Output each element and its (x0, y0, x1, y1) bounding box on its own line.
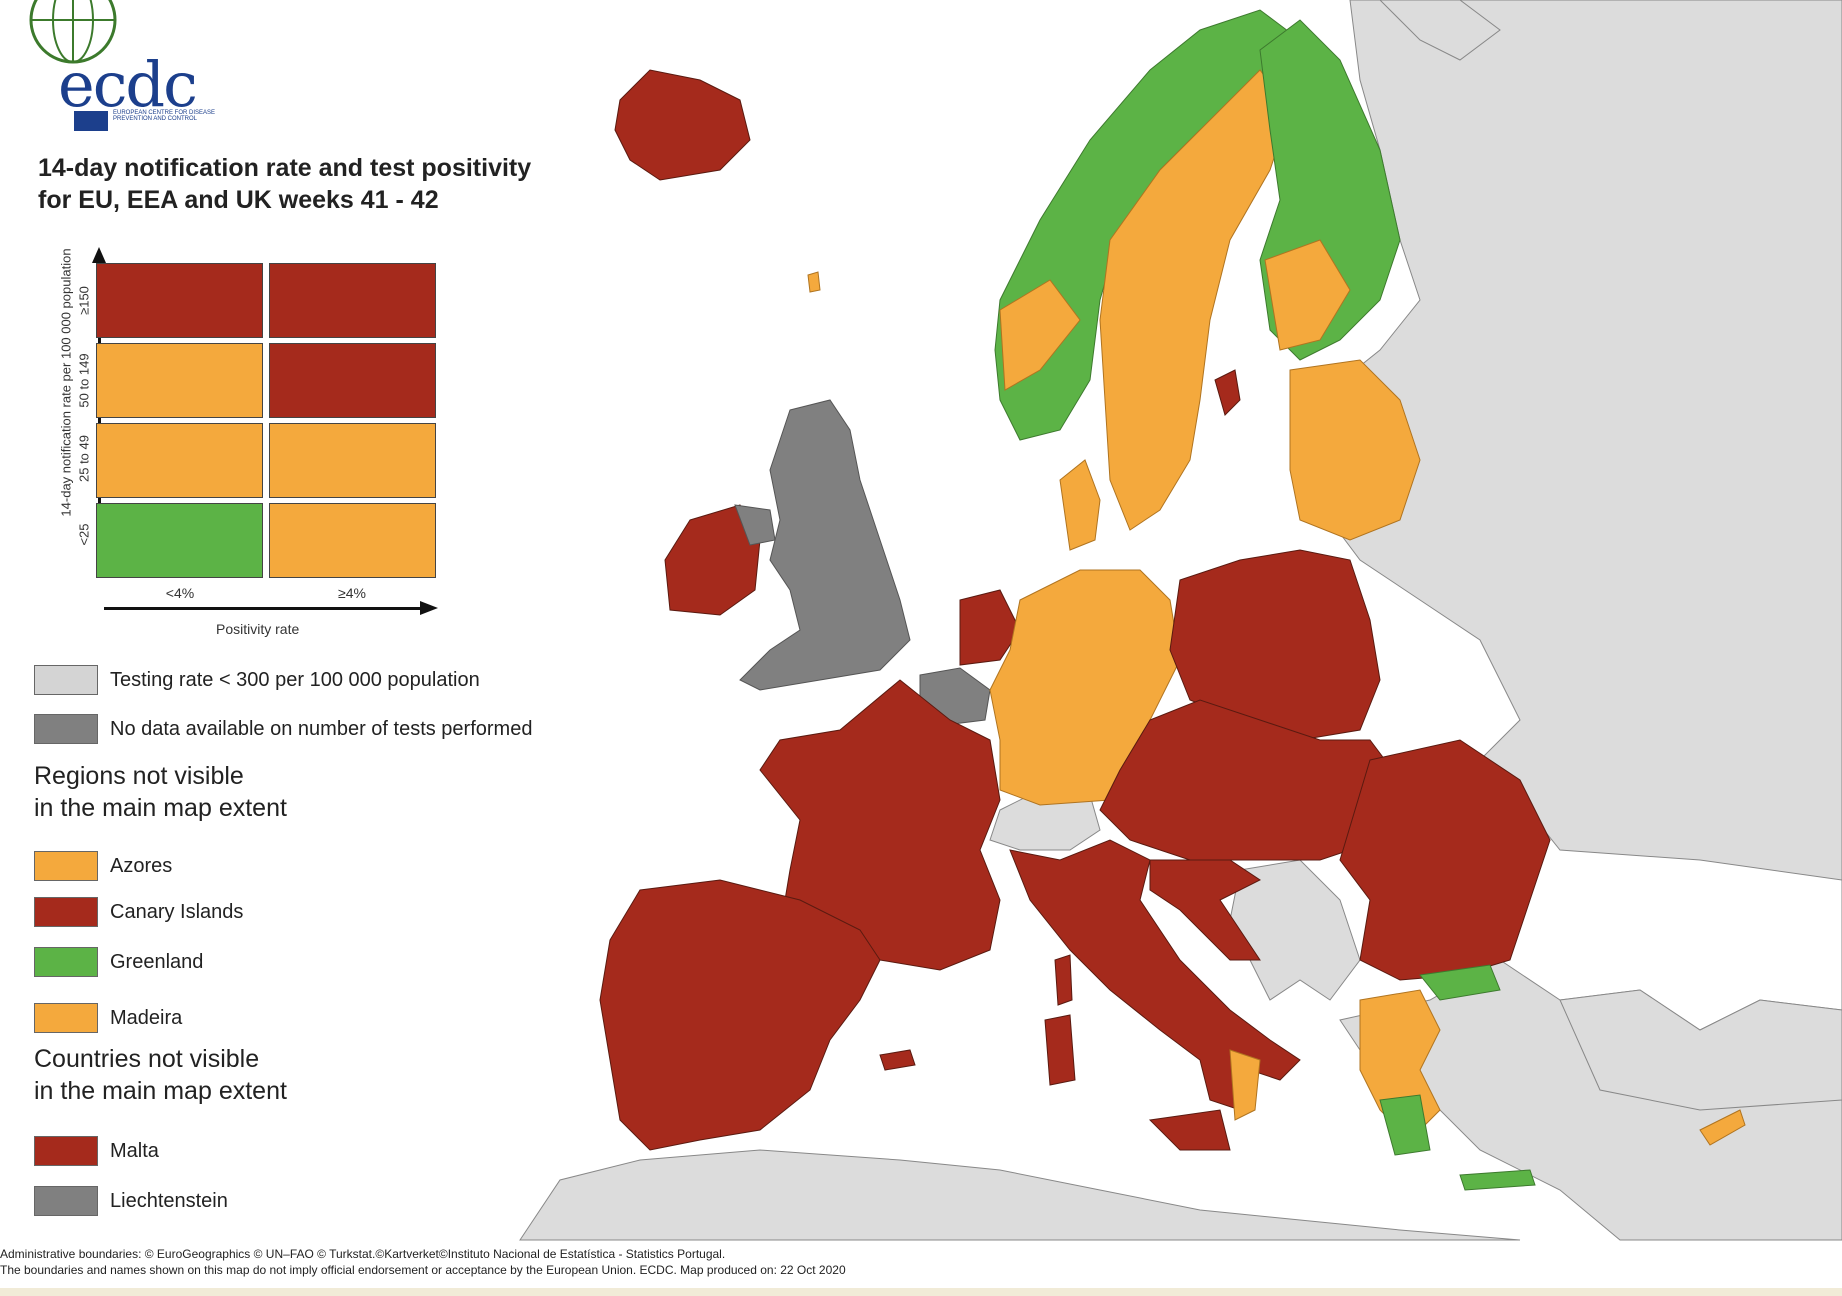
legend-swatch (34, 1003, 98, 1033)
legend-swatch (34, 714, 98, 744)
crete (1459, 1169, 1536, 1191)
matrix-cell (96, 423, 263, 498)
legend-label: Testing rate < 300 per 100 000 populatio… (110, 669, 480, 691)
col-label: <4% (165, 585, 195, 601)
ecdc-logo: ecdc European Centre for Disease Prevent… (18, 0, 215, 140)
non-eu-land-south (519, 1149, 1521, 1241)
legend-swatch (34, 851, 98, 881)
sicily (1148, 1109, 1231, 1151)
faroe-islands (807, 271, 821, 293)
regions-heading: Regions not visible in the main map exte… (34, 762, 287, 822)
map-title: 14-day notification rate and test positi… (38, 154, 532, 214)
legend-swatch (34, 947, 98, 977)
legend-matrix: 14-day notification rate per 100 000 pop… (36, 245, 456, 645)
attribution-line: Administrative boundaries: © EuroGeograp… (0, 1247, 726, 1261)
legend-swatch (34, 1136, 98, 1166)
cyprus (1699, 1109, 1746, 1146)
matrix-y-title: 14-day notification rate per 100 000 pop… (58, 248, 74, 517)
baltics (1289, 359, 1421, 541)
y-axis-arrow-icon (92, 247, 106, 263)
northern-ireland (734, 504, 776, 546)
greece-south-green (1379, 1094, 1431, 1156)
balearic-islands (879, 1049, 916, 1071)
logo-subtitle: European Centre for Disease Prevention a… (113, 110, 216, 122)
matrix-cell (269, 343, 436, 418)
bulgaria-south-green (1419, 964, 1501, 1001)
corsica (1054, 954, 1073, 1006)
italy (1009, 839, 1301, 1111)
united-kingdom (739, 399, 911, 691)
matrix-cell (96, 503, 263, 578)
legend-label: Canary Islands (110, 901, 244, 923)
matrix-cell (269, 263, 436, 338)
row-label: <25 (76, 523, 92, 546)
disclaimer-line: The boundaries and names shown on this m… (0, 1263, 846, 1277)
legend-label: Madeira (110, 1007, 183, 1029)
x-axis-arrow-icon (420, 601, 438, 615)
denmark (1059, 459, 1101, 551)
eu-flag-icon (74, 111, 108, 131)
attribution-footer: Administrative boundaries: © EuroGeograp… (0, 1246, 1842, 1296)
legend-swatch (34, 665, 98, 695)
logo-wordmark: ecdc (58, 48, 198, 121)
norway-south-orange (999, 279, 1081, 391)
legend-label: Azores (110, 855, 173, 877)
matrix-cell (96, 343, 263, 418)
non-eu-turkey (1559, 989, 1842, 1111)
legend-label: No data available on number of tests per… (110, 718, 533, 740)
bottom-bar (0, 1288, 1842, 1296)
legend-label: Greenland (110, 951, 204, 973)
iberia (599, 879, 881, 1151)
gotland (1214, 369, 1241, 416)
countries-heading: Countries not visible in the main map ex… (34, 1045, 287, 1105)
sweden (1099, 69, 1291, 531)
matrix-x-title: Positivity rate (216, 621, 300, 637)
legend-label: Malta (110, 1140, 159, 1162)
legend-swatch (34, 1186, 98, 1216)
netherlands (959, 589, 1021, 666)
legend-label: Liechtenstein (110, 1190, 228, 1212)
col-label: ≥4% (338, 585, 366, 601)
globe-icon (29, 0, 117, 64)
row-label: 50 to 149 (76, 353, 92, 408)
legend-swatch (34, 897, 98, 927)
matrix-cell (269, 423, 436, 498)
matrix-cell (96, 263, 263, 338)
sardinia (1044, 1014, 1076, 1086)
non-eu-norway-north (1379, 0, 1501, 61)
iceland (614, 69, 751, 181)
poland (1169, 549, 1381, 741)
croatia-slovenia (1149, 859, 1261, 961)
row-label: 25 to 49 (76, 435, 92, 482)
row-label: ≥150 (76, 286, 92, 315)
matrix-cell (269, 503, 436, 578)
finland-south-orange (1264, 239, 1351, 351)
x-axis-line (104, 607, 422, 610)
italy-south-orange (1229, 1049, 1261, 1121)
